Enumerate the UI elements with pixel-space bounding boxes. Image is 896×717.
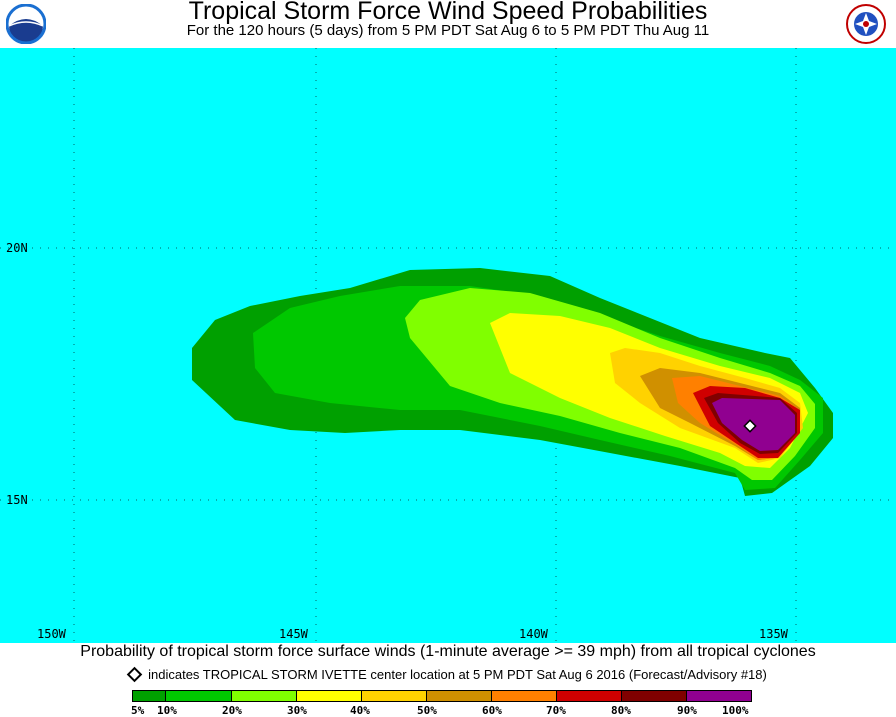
- colorbar-label-90: 90%: [677, 704, 697, 717]
- storm-center-legend-text: indicates TROPICAL STORM IVETTE center l…: [148, 667, 767, 682]
- colorbar-label-70: 70%: [546, 704, 566, 717]
- noaa-logo-icon: [6, 4, 46, 44]
- colorbar-swatch-20-30: [231, 690, 297, 702]
- colorbar-swatch-80-90: [621, 690, 687, 702]
- colorbar-label-60: 60%: [482, 704, 502, 717]
- lon-label-150w: 150W: [37, 627, 66, 641]
- colorbar-label-20: 20%: [222, 704, 242, 717]
- colorbar-label-50: 50%: [417, 704, 437, 717]
- colorbar-label-100: 100%: [722, 704, 749, 717]
- colorbar-label-10: 10%: [157, 704, 177, 717]
- probability-colorbar: [132, 690, 752, 702]
- lon-label-140w: 140W: [519, 627, 548, 641]
- colorbar-label-5: 5%: [131, 704, 145, 717]
- page-title: Tropical Storm Force Wind Speed Probabil…: [188, 0, 708, 25]
- storm-center-legend: indicates TROPICAL STORM IVETTE center l…: [0, 666, 896, 683]
- lat-label-20n: 20N: [6, 241, 28, 255]
- lon-label-145w: 145W: [279, 627, 308, 641]
- colorbar-label-40: 40%: [350, 704, 370, 717]
- header: Tropical Storm Force Wind Speed Probabil…: [0, 0, 896, 48]
- lon-label-135w: 135W: [759, 627, 788, 641]
- colorbar-swatch-5-10: [132, 690, 166, 702]
- colorbar-swatch-40-50: [361, 690, 427, 702]
- storm-center-key-icon: [126, 666, 143, 683]
- lat-label-15n: 15N: [6, 493, 28, 507]
- map-canvas: [0, 48, 896, 643]
- colorbar-swatch-50-60: [426, 690, 492, 702]
- colorbar-swatch-30-40: [296, 690, 362, 702]
- nws-logo-icon: [846, 4, 886, 44]
- colorbar-swatch-90-100: [686, 690, 752, 702]
- colorbar-swatch-70-80: [556, 690, 622, 702]
- probability-map: 20N 15N 150W 145W 140W 135W: [0, 48, 896, 643]
- map-caption: Probability of tropical storm force surf…: [80, 643, 816, 660]
- page-subtitle: For the 120 hours (5 days) from 5 PM PDT…: [186, 22, 710, 39]
- colorbar-swatch-10-20: [165, 690, 232, 702]
- colorbar-label-30: 30%: [287, 704, 307, 717]
- colorbar-swatch-60-70: [491, 690, 557, 702]
- colorbar-label-80: 80%: [611, 704, 631, 717]
- storm-center-diamond-icon: [743, 419, 757, 433]
